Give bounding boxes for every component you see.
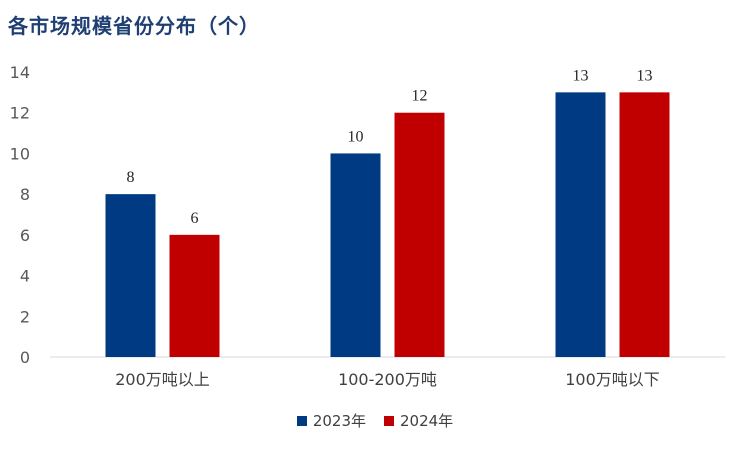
data-label: 13 <box>573 67 589 84</box>
chart-title: 各市场规模省份分布（个） <box>8 14 260 38</box>
y-tick-label: 8 <box>20 185 30 204</box>
data-label: 8 <box>127 169 135 186</box>
legend-swatch-2024 <box>384 415 394 426</box>
category-label: 200万吨以上 <box>115 370 210 389</box>
legend-label-2023: 2023年 <box>312 412 366 430</box>
bars <box>105 92 670 357</box>
data-label: 10 <box>348 128 364 145</box>
bar-2024-0[interactable] <box>169 234 220 357</box>
category-label: 100-200万吨 <box>338 370 437 389</box>
y-tick-label: 2 <box>20 307 30 326</box>
bar-2023-1[interactable] <box>330 153 381 357</box>
data-label: 12 <box>412 88 428 105</box>
bar-2023-2[interactable] <box>555 92 606 357</box>
legend-item-2024[interactable]: 2024年 <box>384 410 453 431</box>
legend-item-2023[interactable]: 2023年 <box>296 410 366 431</box>
y-tick-label: 10 <box>10 144 30 163</box>
bar-2024-1[interactable] <box>394 112 445 357</box>
data-labels: 8 6 10 12 13 13 <box>127 67 653 227</box>
bar-2023-0[interactable] <box>105 194 156 357</box>
y-tick-label: 4 <box>20 267 30 286</box>
bar-chart: 0 2 4 6 8 10 12 14 8 6 10 12 13 13 200万吨以上 100-200万吨 1… <box>10 63 725 389</box>
legend: 2023年 2024年 <box>0 410 750 431</box>
legend-label-2024: 2024年 <box>400 412 454 430</box>
bar-2024-2[interactable] <box>619 92 670 357</box>
data-label: 6 <box>191 210 199 227</box>
legend-swatch-2023 <box>296 415 307 426</box>
y-tick-label: 12 <box>10 104 30 123</box>
y-tick-label: 14 <box>10 63 30 82</box>
category-labels: 200万吨以上 100-200万吨 100万吨以下 <box>115 370 660 389</box>
data-label: 13 <box>637 67 653 84</box>
y-tick-label: 0 <box>20 348 30 367</box>
y-tick-label: 6 <box>20 226 30 245</box>
y-axis: 0 2 4 6 8 10 12 14 <box>10 63 30 367</box>
category-label: 100万吨以下 <box>565 370 660 389</box>
